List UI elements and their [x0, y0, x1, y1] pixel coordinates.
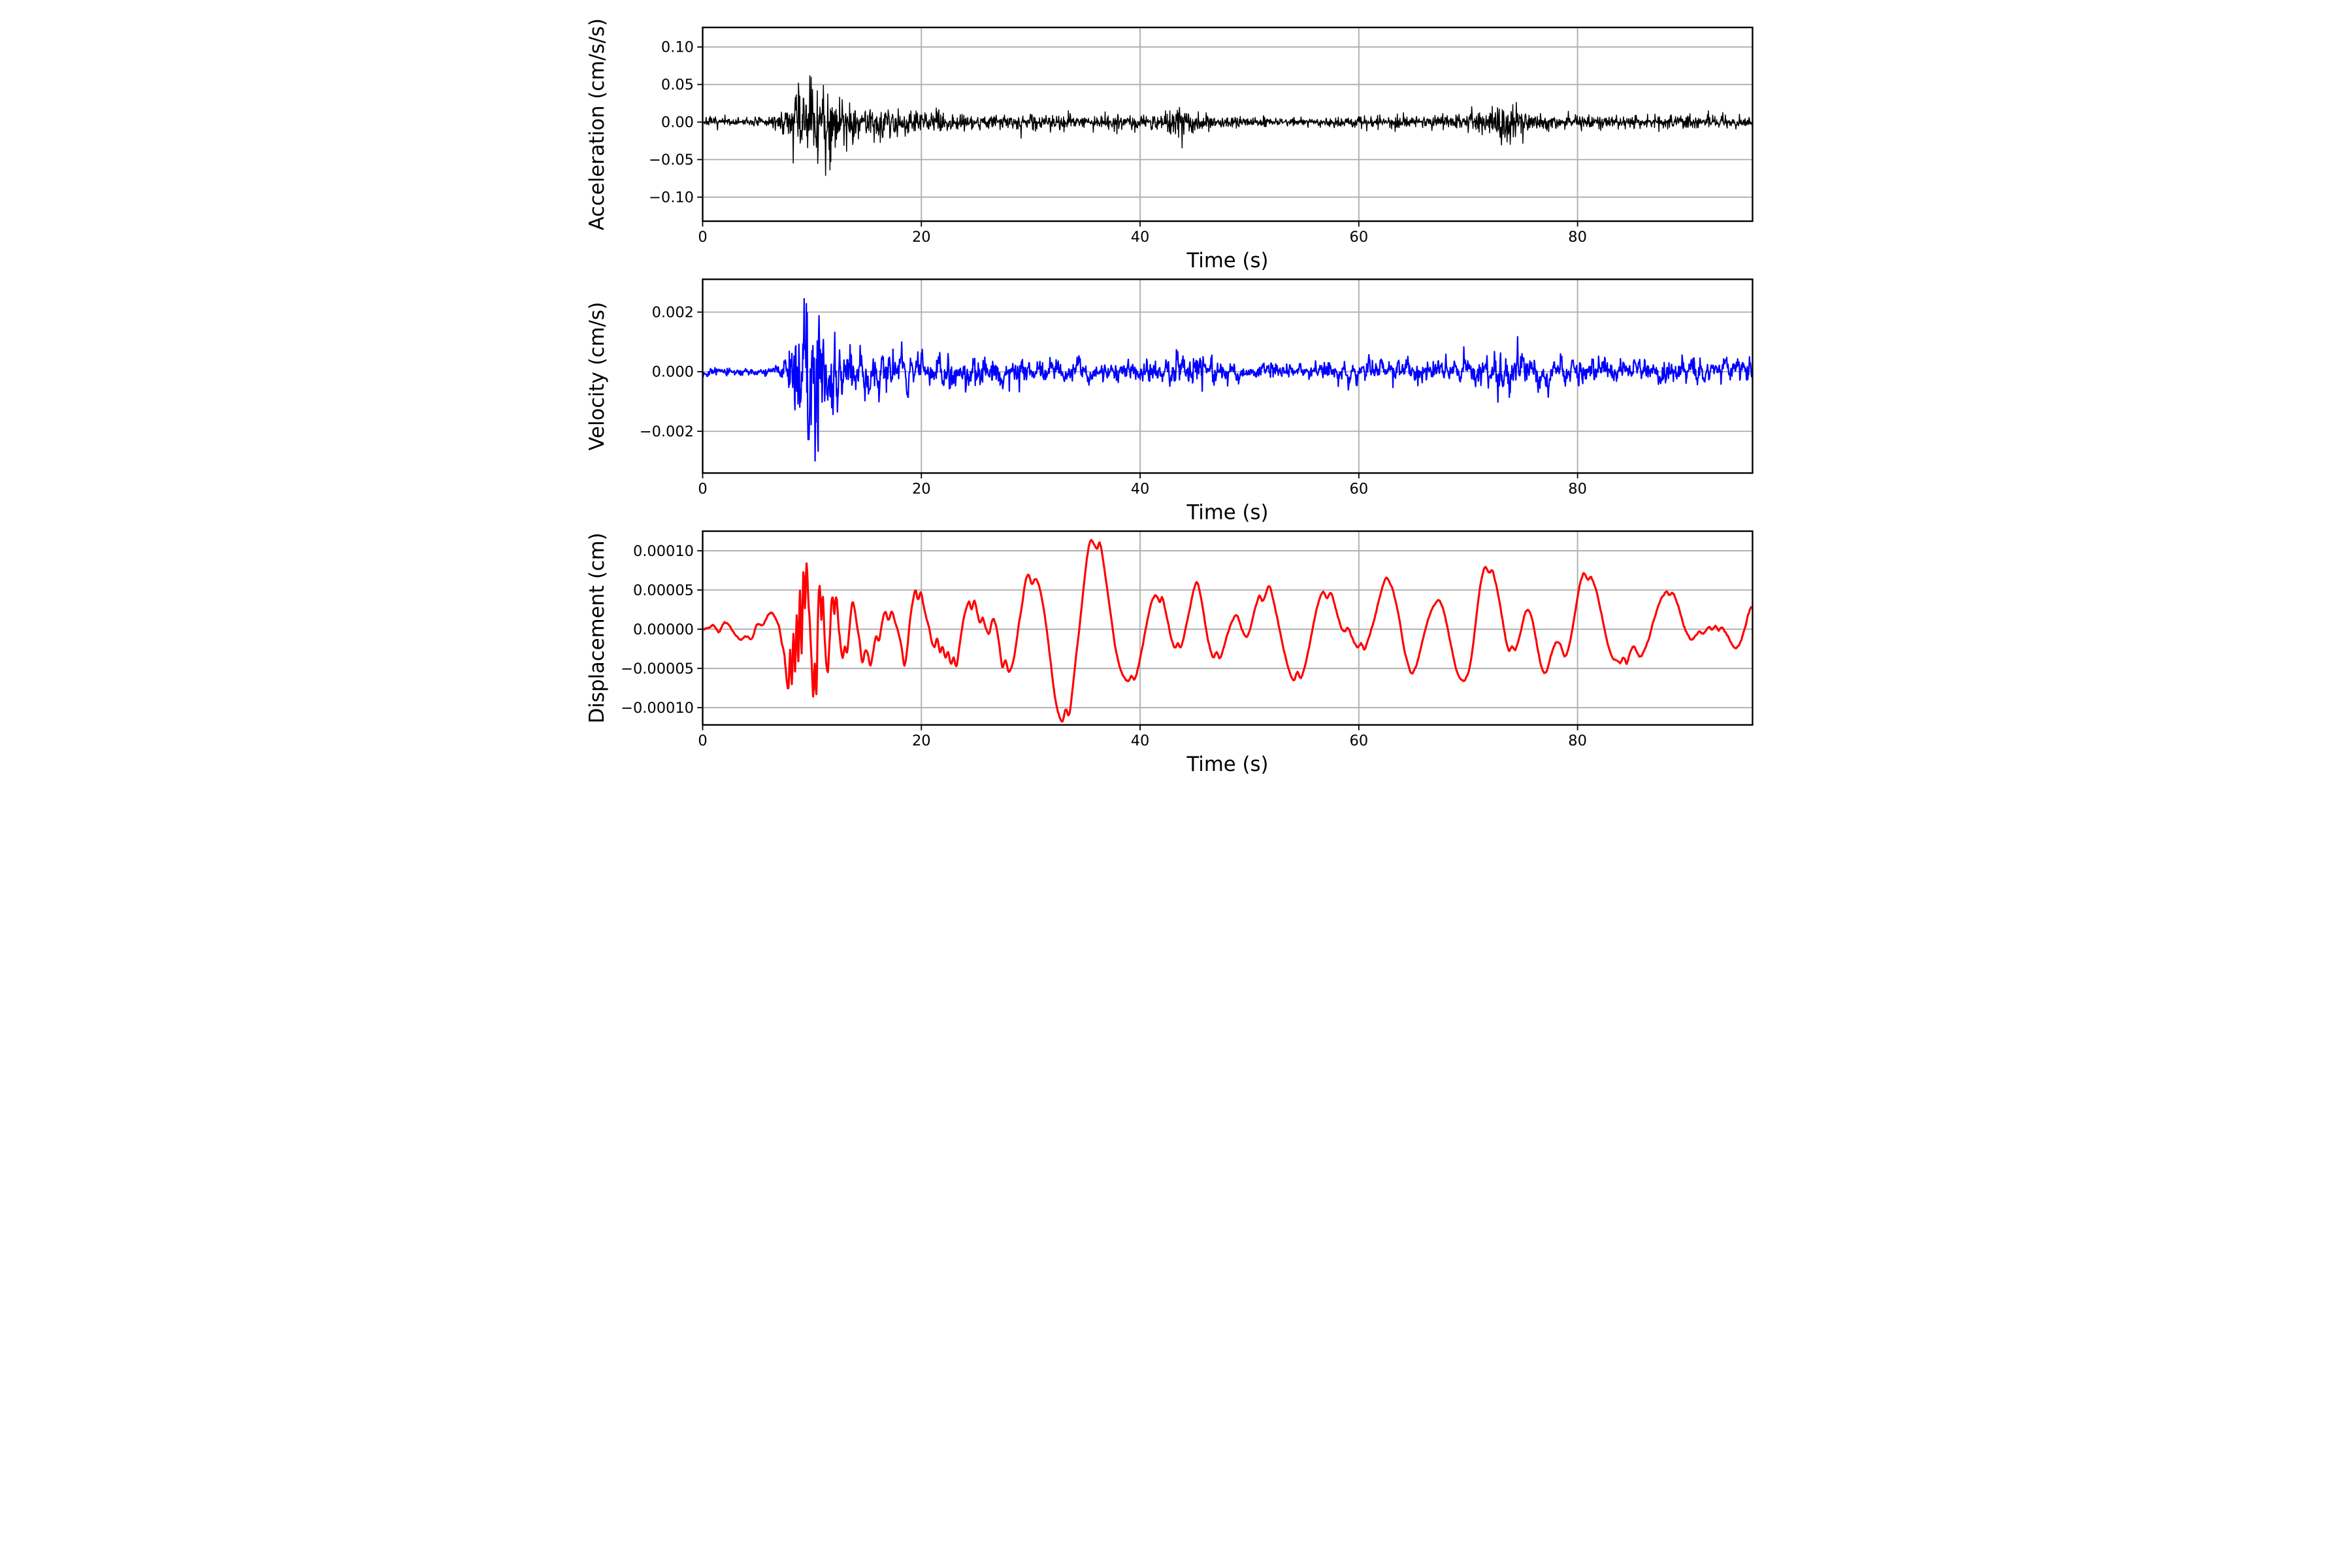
y-tick-label: 0.000 — [652, 364, 694, 381]
y-tick-label: 0.10 — [661, 39, 694, 56]
displacement-trace — [702, 539, 1753, 723]
subplot-acceleration: 0 20 40 60 80 0.10 0.05 0.00 −0.05 −0.10 Time (s) A… — [588, 18, 1754, 272]
y-tick-label: 0.00005 — [633, 582, 694, 599]
x-axis-label: Time (s) — [1186, 501, 1268, 525]
y-axis-label: Velocity (cm/s) — [588, 302, 609, 451]
figure-canvas: 0 20 40 60 80 0.10 0.05 0.00 −0.05 −0.10 Time (s) A… — [588, 0, 1764, 784]
y-tick-label: 0.00000 — [633, 621, 694, 638]
x-tick-label: 0 — [698, 229, 707, 246]
y-tick-label: −0.05 — [649, 152, 694, 169]
ticks-acceleration: 0 20 40 60 80 0.10 0.05 0.00 −0.05 −0.10 — [649, 39, 1587, 246]
x-axis-label: Time (s) — [1186, 249, 1268, 272]
y-tick-label: −0.002 — [640, 423, 694, 440]
y-tick-label: 0.05 — [661, 76, 694, 93]
ticks-velocity: 0 20 40 60 80 0.002 0.000 −0.002 — [640, 304, 1587, 497]
axes-spines — [702, 530, 1754, 726]
x-tick-label: 80 — [1568, 481, 1587, 498]
x-tick-label: 20 — [912, 481, 931, 498]
y-tick-label: −0.10 — [649, 189, 694, 206]
y-tick-label: 0.00010 — [633, 543, 694, 560]
axes-spines — [702, 278, 1754, 474]
x-axis-label: Time (s) — [1186, 753, 1268, 776]
y-tick-label: 0.00 — [661, 114, 694, 131]
x-tick-label: 60 — [1350, 732, 1369, 749]
x-tick-label: 20 — [912, 732, 931, 749]
y-tick-label: 0.002 — [652, 304, 694, 321]
seismogram-figure: 0 20 40 60 80 0.10 0.05 0.00 −0.05 −0.10 Time (s) A… — [588, 0, 1764, 784]
acceleration-trace — [702, 75, 1753, 176]
grid-displacement — [702, 531, 1753, 725]
y-tick-label: −0.00010 — [621, 700, 694, 717]
subplot-velocity: 0 20 40 60 80 0.002 0.000 −0.002 Time (s) Velocit… — [588, 278, 1754, 525]
x-tick-label: 20 — [912, 229, 931, 246]
y-axis-label: Displacement (cm) — [588, 532, 609, 723]
x-tick-label: 40 — [1131, 229, 1150, 246]
x-tick-label: 60 — [1350, 481, 1369, 498]
x-tick-label: 0 — [698, 481, 707, 498]
x-tick-label: 80 — [1568, 229, 1587, 246]
subplot-displacement: 0 20 40 60 80 0.00010 0.00005 0.00000 −0.00005 −0… — [588, 530, 1754, 776]
axes-spines — [702, 26, 1754, 222]
ticks-displacement: 0 20 40 60 80 0.00010 0.00005 0.00000 −0.00005 −0… — [621, 543, 1587, 749]
x-tick-label: 80 — [1568, 732, 1587, 749]
x-tick-label: 40 — [1131, 732, 1150, 749]
x-tick-label: 40 — [1131, 481, 1150, 498]
y-axis-label: Acceleration (cm/s/s) — [588, 18, 609, 230]
y-tick-label: −0.00005 — [621, 661, 694, 678]
x-tick-label: 60 — [1350, 229, 1369, 246]
x-tick-label: 0 — [698, 732, 707, 749]
velocity-trace — [702, 298, 1753, 462]
